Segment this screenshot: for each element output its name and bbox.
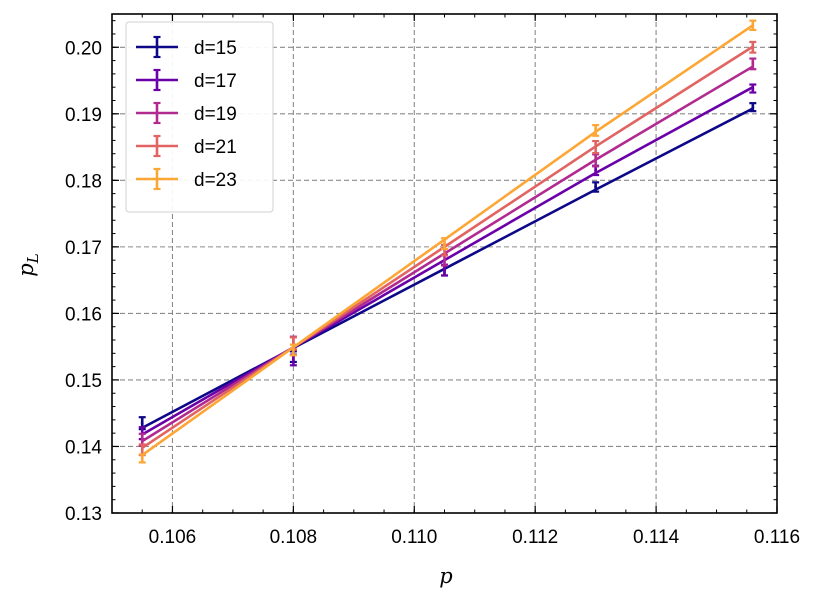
y-tick-label: 0.14 (65, 437, 102, 458)
data-point (751, 23, 755, 27)
data-point (443, 258, 446, 262)
legend: d=15 d=17 d=19 d=21 d=23 (125, 21, 274, 213)
data-point (140, 448, 144, 452)
x-tick-label: 0.114 (633, 527, 680, 548)
data-point (594, 145, 598, 149)
data-point (443, 242, 446, 245)
y-tick-label: 0.18 (65, 171, 102, 192)
y-tick-label: 0.15 (65, 371, 102, 392)
legend-label: d=17 (194, 71, 237, 92)
data-point (751, 62, 755, 66)
y-tick-label: 0.16 (65, 304, 102, 325)
y-axis-label-main: p (14, 263, 38, 276)
series-5 (138, 19, 757, 464)
legend-item-1: d=15 (136, 35, 237, 59)
data-point (594, 185, 598, 189)
x-tick-label: 0.116 (754, 527, 800, 548)
data-point (751, 45, 755, 49)
y-tick-label: 0.20 (65, 38, 102, 59)
data-point (594, 129, 598, 132)
legend-label: d=23 (194, 170, 237, 191)
legend-label: d=19 (194, 104, 237, 125)
data-point (594, 158, 598, 162)
data-point (291, 358, 295, 362)
data-point (291, 348, 295, 352)
y-tick-label: 0.17 (65, 238, 102, 259)
x-axis-label: p (439, 564, 452, 588)
data-point (751, 105, 755, 109)
x-tick-label: 0.112 (512, 527, 558, 548)
x-tick-label: 0.110 (391, 527, 437, 548)
data-point (443, 268, 446, 272)
y-axis-label-subscript: L (24, 253, 42, 264)
data-point (140, 457, 144, 460)
legend-item-2: d=17 (136, 68, 237, 92)
legend-item-4: d=21 (136, 134, 237, 158)
y-axis-label: pL (14, 253, 42, 276)
axes: 0.106 0.108 0.110 0.112 0.114 0.116 0.13 0.14 0.… (65, 13, 800, 548)
data-point (140, 438, 144, 442)
x-tick-label: 0.106 (149, 527, 197, 548)
data-point (751, 87, 755, 90)
legend-label: d=21 (194, 137, 237, 158)
legend-item-5: d=23 (136, 167, 237, 191)
data-point (140, 421, 144, 425)
y-tick-label: 0.13 (65, 504, 102, 525)
y-tick-label: 0.19 (65, 105, 102, 126)
x-tick-label: 0.108 (270, 527, 318, 548)
data-point (594, 168, 598, 172)
legend-box (125, 21, 274, 213)
series-group (138, 19, 757, 464)
legend-label: d=15 (194, 38, 237, 59)
legend-item-3: d=19 (136, 101, 237, 125)
